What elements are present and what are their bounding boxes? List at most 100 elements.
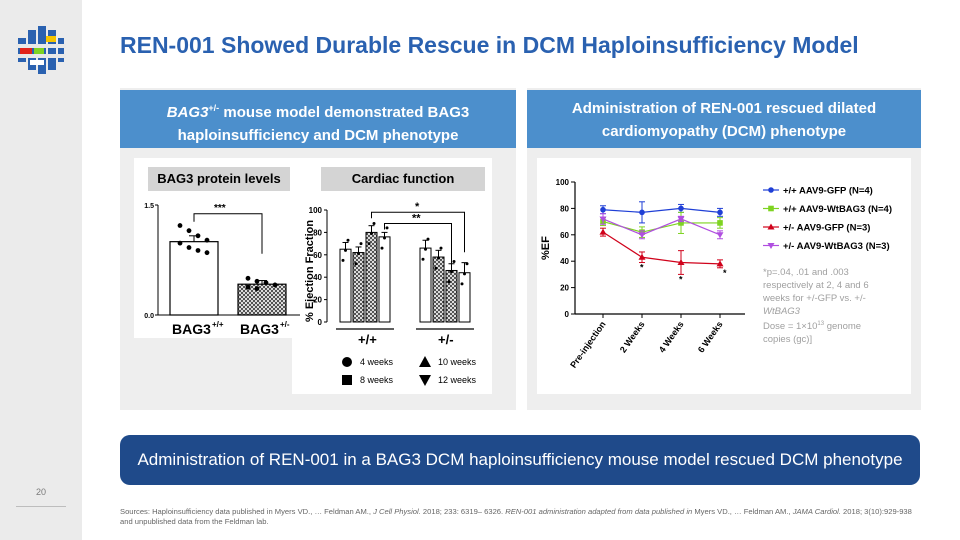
ef-significance-mark: * <box>640 263 644 273</box>
ef-line-chart: %EF 0 20 40 60 80 100 Pre-injection 2 Weeks 4 Wee… <box>540 178 892 370</box>
legend-timepoint-label: 10 weeks <box>438 357 477 367</box>
header-genotype-sup: +/- <box>208 103 220 113</box>
protein-data-point <box>195 233 201 239</box>
sources-journal1: J Cell Physiol. <box>373 507 421 516</box>
cardiac-data-point <box>372 221 376 225</box>
footnote-line2: respectively at 2, 4 and 6 <box>763 280 869 291</box>
ef-x-tick-label: 2 Weeks <box>618 319 647 354</box>
ef-legend-marker <box>767 243 775 249</box>
ef-x-tick-label: 6 Weeks <box>696 319 725 354</box>
cardiac-data-point <box>463 272 466 276</box>
protein-data-point <box>254 286 260 291</box>
protein-data-point <box>177 223 183 228</box>
protein-category-label: BAG3 <box>240 321 279 337</box>
ef-x-tick-label: Pre-injection <box>568 319 607 369</box>
ef-data-point <box>600 206 606 213</box>
company-logo-icon <box>16 26 66 74</box>
cardiac-bar <box>458 272 471 323</box>
protein-category-label: BAG3 <box>172 321 211 337</box>
cardiac-data-point <box>357 252 360 256</box>
sidebar-divider <box>16 506 66 507</box>
protein-category-sup: +/- <box>280 320 290 329</box>
ef-data-point <box>599 228 607 235</box>
protein-data-point <box>195 248 201 253</box>
ef-data-point <box>716 232 724 239</box>
ef-legend-label: +/- AAV9-GFP (N=3) <box>783 223 870 234</box>
cardiac-data-point <box>421 257 425 261</box>
legend-triangle-icon <box>419 356 431 367</box>
header-gene-name: BAG3 <box>166 104 209 121</box>
cardiac-significance-bracket <box>371 211 465 253</box>
cardiac-bar <box>352 252 365 323</box>
right-panel: Administration of REN-001 rescued dilate… <box>527 88 921 410</box>
ef-y-tick-label: 0 <box>565 310 570 319</box>
right-header-line2: cardiomyopathy (DCM) phenotype <box>601 123 847 140</box>
cardiac-data-point <box>383 236 386 240</box>
dose-prefix: Dose = 1×10 <box>763 321 818 333</box>
cardiac-data-point <box>426 237 430 241</box>
dose-suffix: genome <box>824 321 862 333</box>
cardiac-bar <box>378 236 391 323</box>
cardiac-data-point <box>452 260 456 264</box>
ef-data-point <box>678 220 684 226</box>
ef-data-point <box>677 259 685 266</box>
significance-footnote: *p=.04, .01 and .003 respectively at 2, … <box>763 266 893 346</box>
cardiac-data-point <box>460 282 464 286</box>
ef-data-point <box>677 216 685 223</box>
sources-part2: 2018; 233: 6319– 6326. <box>420 507 506 516</box>
protein-data-point <box>186 245 192 250</box>
ef-data-point <box>716 260 724 267</box>
cardiac-y-tick-label: 100 <box>309 206 323 215</box>
dose-exponent: 13 <box>817 321 825 327</box>
protein-y-tick-label: 1.5 <box>144 203 154 210</box>
right-header-line1: Administration of REN-001 rescued dilate… <box>571 100 877 117</box>
page-title: REN-001 Showed Durable Rescue in DCM Hap… <box>120 32 859 58</box>
ef-data-point <box>638 232 646 239</box>
cardiac-y-tick-label: 0 <box>318 318 323 327</box>
ef-legend-label: +/+ AAV9-GFP (N=4) <box>783 186 873 197</box>
cardiac-data-point <box>354 262 358 266</box>
cardiac-data-point <box>341 258 345 262</box>
footnote-line1: *p=.04, .01 and .003 <box>763 267 849 278</box>
footnote-line6: copies (gc)] <box>763 334 813 346</box>
ef-legend-marker <box>768 205 774 212</box>
cardiac-data-point <box>380 246 384 250</box>
cardiac-data-point <box>447 280 451 284</box>
ef-data-point <box>717 220 723 226</box>
ef-legend-marker <box>767 223 775 230</box>
cardiac-data-point <box>424 247 427 251</box>
cardiac-data-point <box>346 238 350 242</box>
cardiac-group-label: +/- <box>438 332 454 347</box>
footnote-dose: Dose = 1×1013 genome <box>763 318 893 333</box>
cardiac-data-point <box>385 226 389 230</box>
cardiac-data-point <box>367 242 371 246</box>
ef-data-point <box>599 216 607 223</box>
left-panel-header: BAG3+/- mouse model demonstrated BAG3 ha… <box>120 90 516 148</box>
cardiac-data-point <box>344 248 347 252</box>
sources-part3: Myers VD., … Feldman AM., <box>692 507 793 516</box>
cardiac-y-tick-label: 40 <box>313 273 322 282</box>
protein-data-point <box>272 282 278 288</box>
protein-data-point <box>245 275 251 281</box>
cardiac-y-axis-label: % Ejection Fraction <box>304 220 316 322</box>
right-panel-header: Administration of REN-001 rescued dilate… <box>527 90 921 148</box>
ef-y-axis-label: %EF <box>540 236 552 260</box>
ef-y-tick-label: 40 <box>560 257 569 266</box>
cardiac-y-tick-label: 60 <box>313 251 322 260</box>
sources-part1: Sources: Haploinsufficiency data publish… <box>120 507 374 516</box>
ef-y-tick-label: 60 <box>560 231 569 240</box>
footnote-line3: weeks for +/-GFP vs. +/- <box>763 293 866 304</box>
legend-timepoint-label: 8 weeks <box>360 375 394 385</box>
protein-y-tick-label: 0.0 <box>144 313 154 320</box>
legend-circle-icon <box>342 357 352 367</box>
cardiac-significance-label: * <box>415 201 420 213</box>
protein-significance-label: *** <box>214 203 226 214</box>
cardiac-y-tick-label: 20 <box>313 296 322 305</box>
ef-legend-label: +/+ AAV9-WtBAG3 (N=4) <box>783 204 892 215</box>
protein-data-point <box>204 250 210 256</box>
cardiac-data-point <box>370 232 373 236</box>
ef-series-line <box>602 218 721 236</box>
conclusion-banner: Administration of REN-001 in a BAG3 DCM … <box>120 435 920 485</box>
protein-bar <box>237 283 287 316</box>
